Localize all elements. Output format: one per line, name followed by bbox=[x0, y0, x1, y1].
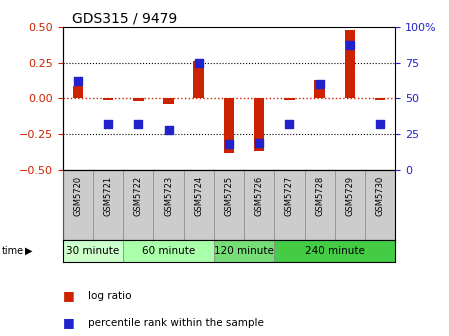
Point bbox=[346, 43, 353, 48]
Bar bbox=[73, 86, 83, 98]
Bar bbox=[344, 30, 355, 98]
Bar bbox=[214, 240, 274, 262]
Bar bbox=[103, 98, 114, 100]
Point bbox=[316, 81, 323, 87]
Text: GSM5726: GSM5726 bbox=[255, 176, 264, 216]
Bar bbox=[274, 240, 395, 262]
Text: 60 minute: 60 minute bbox=[142, 246, 195, 256]
Text: GSM5723: GSM5723 bbox=[164, 176, 173, 216]
Point bbox=[376, 122, 383, 127]
Point bbox=[75, 79, 82, 84]
Bar bbox=[194, 61, 204, 98]
Point bbox=[286, 122, 293, 127]
Text: GSM5729: GSM5729 bbox=[345, 176, 354, 216]
Bar bbox=[224, 98, 234, 153]
Bar bbox=[314, 80, 325, 98]
Bar bbox=[284, 98, 295, 100]
Bar bbox=[163, 98, 174, 104]
Text: GSM5724: GSM5724 bbox=[194, 176, 203, 216]
Text: GDS315 / 9479: GDS315 / 9479 bbox=[72, 11, 177, 25]
Text: GSM5727: GSM5727 bbox=[285, 176, 294, 216]
Text: 120 minute: 120 minute bbox=[214, 246, 274, 256]
Point bbox=[225, 141, 233, 147]
Text: 240 minute: 240 minute bbox=[305, 246, 365, 256]
Text: 30 minute: 30 minute bbox=[66, 246, 120, 256]
Text: time: time bbox=[2, 246, 24, 256]
Point bbox=[165, 127, 172, 133]
Point bbox=[105, 122, 112, 127]
Text: GSM5721: GSM5721 bbox=[104, 176, 113, 216]
Point bbox=[255, 140, 263, 145]
Bar bbox=[254, 98, 264, 152]
Text: ▶: ▶ bbox=[25, 246, 32, 256]
Text: GSM5730: GSM5730 bbox=[375, 176, 384, 216]
Text: GSM5722: GSM5722 bbox=[134, 176, 143, 216]
Text: GSM5720: GSM5720 bbox=[74, 176, 83, 216]
Point bbox=[135, 122, 142, 127]
Bar bbox=[63, 240, 123, 262]
Point bbox=[195, 60, 202, 66]
Text: ■: ■ bbox=[63, 316, 75, 329]
Bar bbox=[375, 98, 385, 100]
Bar bbox=[133, 98, 144, 101]
Bar bbox=[123, 240, 214, 262]
Text: GSM5728: GSM5728 bbox=[315, 176, 324, 216]
Text: ■: ■ bbox=[63, 289, 75, 302]
Text: log ratio: log ratio bbox=[88, 291, 131, 301]
Text: percentile rank within the sample: percentile rank within the sample bbox=[88, 318, 264, 328]
Text: GSM5725: GSM5725 bbox=[224, 176, 233, 216]
